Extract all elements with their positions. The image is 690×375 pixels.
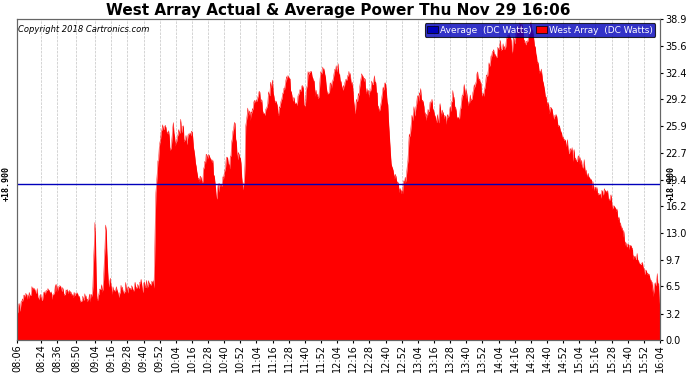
Text: +18.900: +18.900 xyxy=(1,166,11,201)
Title: West Array Actual & Average Power Thu Nov 29 16:06: West Array Actual & Average Power Thu No… xyxy=(106,3,571,18)
Legend: Average  (DC Watts), West Array  (DC Watts): Average (DC Watts), West Array (DC Watts… xyxy=(424,24,656,37)
Text: Copyright 2018 Cartronics.com: Copyright 2018 Cartronics.com xyxy=(18,26,149,34)
Text: +18.900: +18.900 xyxy=(667,166,676,201)
